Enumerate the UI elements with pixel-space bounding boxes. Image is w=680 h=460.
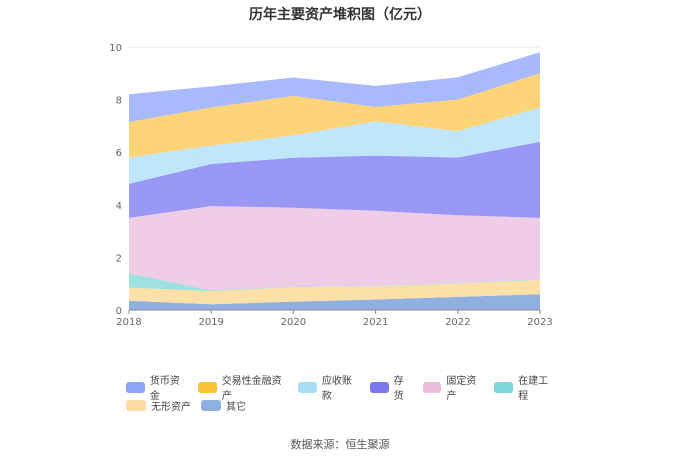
- x-tick-label: 2018: [116, 317, 141, 328]
- legend-label: 其它: [226, 401, 246, 413]
- y-tick-label: 10: [109, 43, 122, 54]
- area-series-0: [129, 294, 540, 310]
- legend-item[interactable]: 其它: [201, 398, 246, 413]
- legend-item[interactable]: 固定资产: [422, 372, 485, 402]
- axes: 0 2 4 6 8 10 2018 2019 2020 2021 2022 2023: [109, 43, 552, 328]
- area-series-5: [129, 107, 540, 184]
- area-series-1: [129, 279, 540, 305]
- legend-label: 存货: [393, 376, 404, 402]
- area-series-4: [129, 141, 540, 218]
- legend-item[interactable]: 交易性金融资产: [197, 372, 288, 402]
- legend-label: 无形资产: [151, 401, 191, 413]
- legend-label: 交易性金融资产: [221, 376, 282, 402]
- y-tick-label: 4: [116, 201, 122, 212]
- x-tick-label: 2023: [527, 317, 552, 328]
- legend-item[interactable]: 货币资金: [126, 372, 188, 402]
- legend-swatch: [298, 381, 317, 393]
- legend-item[interactable]: 在建工程: [494, 372, 556, 402]
- data-source-note: 数据来源：恒生聚源: [290, 438, 390, 451]
- legend-swatch: [494, 381, 514, 393]
- chart-title: 历年主要资产堆积图（亿元）: [249, 7, 431, 23]
- y-tick-label: 6: [116, 148, 122, 159]
- area-series-3: [129, 206, 540, 291]
- legend-label: 货币资金: [149, 376, 180, 402]
- area-series-6: [129, 73, 540, 158]
- legend-item[interactable]: 无形资产: [126, 398, 191, 413]
- x-tick-label: 2020: [281, 317, 306, 328]
- legend-row-1: 货币资金 交易性金融资产 应收账款 存货 固定资产 在建工程: [126, 376, 566, 402]
- legend-label: 应收账款: [321, 376, 352, 402]
- x-tick-label: 2021: [363, 317, 388, 328]
- legend-swatch: [201, 399, 221, 411]
- legend-label: 在建工程: [518, 376, 549, 402]
- legend-item[interactable]: 应收账款: [298, 372, 360, 402]
- area-series-7: [129, 52, 540, 122]
- area-series-layer: [129, 52, 540, 310]
- legend: 货币资金 交易性金融资产 应收账款 存货 固定资产 在建工程 无形资产 其它: [126, 376, 566, 414]
- y-tick-label: 8: [116, 96, 122, 107]
- legend-swatch: [369, 381, 389, 393]
- legend-row-2: 无形资产 其它: [126, 396, 566, 414]
- legend-swatch: [126, 381, 145, 393]
- x-tick-label: 2022: [445, 317, 470, 328]
- legend-item[interactable]: 存货: [369, 372, 413, 402]
- y-tick-label: 0: [116, 306, 122, 317]
- legend-label: 固定资产: [446, 376, 477, 402]
- x-tick-label: 2019: [198, 317, 223, 328]
- legend-swatch: [422, 381, 442, 393]
- area-series-2: [129, 273, 540, 292]
- legend-swatch: [126, 399, 146, 411]
- y-tick-label: 2: [116, 253, 122, 264]
- legend-swatch: [197, 381, 217, 393]
